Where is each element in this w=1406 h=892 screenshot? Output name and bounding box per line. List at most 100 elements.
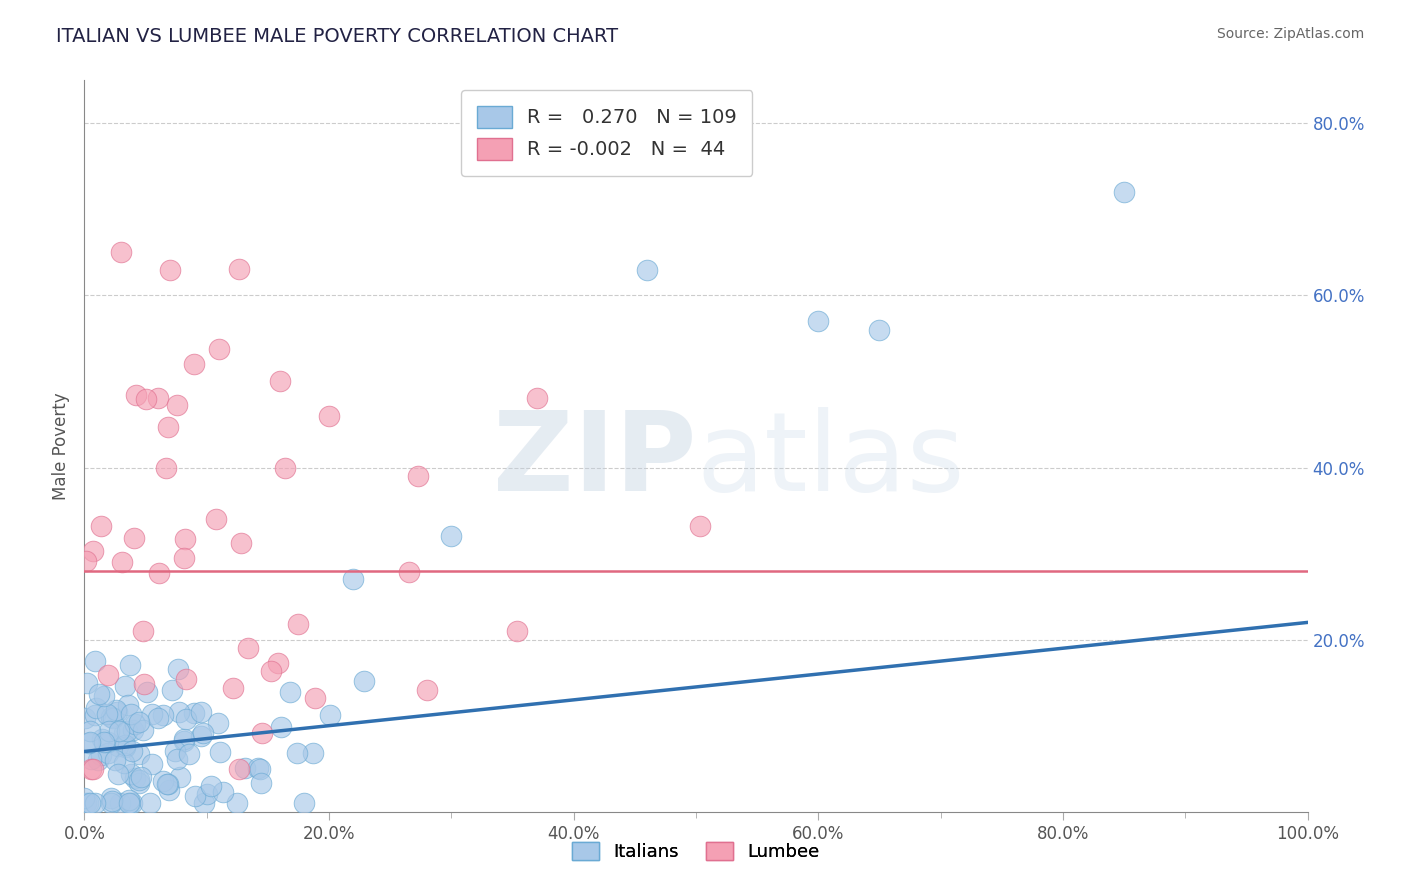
Lumbee	[148, 391, 170, 405]
Italians	[124, 716, 146, 731]
Italians	[114, 738, 136, 752]
Italians	[73, 790, 96, 805]
Text: ITALIAN VS LUMBEE MALE POVERTY CORRELATION CHART: ITALIAN VS LUMBEE MALE POVERTY CORRELATI…	[56, 27, 619, 45]
Lumbee	[110, 245, 132, 260]
Italians	[135, 685, 157, 699]
Lumbee	[125, 387, 148, 401]
Italians	[247, 761, 270, 775]
Italians	[208, 745, 231, 759]
Lumbee	[132, 624, 155, 638]
Lumbee	[526, 391, 548, 405]
Lumbee	[155, 461, 177, 475]
Italians	[112, 726, 135, 740]
Italians	[80, 752, 103, 766]
Italians	[160, 683, 183, 698]
Italians	[120, 707, 142, 722]
Italians	[200, 779, 222, 793]
Lumbee	[287, 617, 309, 632]
Italians	[114, 740, 136, 755]
Italians	[139, 796, 162, 810]
Lumbee	[269, 375, 291, 389]
Italians	[107, 739, 129, 753]
Italians	[112, 756, 135, 770]
Italians	[166, 752, 188, 766]
Italians	[1114, 185, 1136, 199]
Lumbee	[416, 683, 439, 698]
Italians	[84, 701, 107, 715]
Italians	[179, 747, 201, 761]
Y-axis label: Male Poverty: Male Poverty	[52, 392, 70, 500]
Italians	[184, 789, 207, 804]
Legend: Italians, Lumbee: Italians, Lumbee	[565, 835, 827, 869]
Italians	[79, 796, 101, 810]
Italians	[440, 529, 463, 543]
Italians	[207, 715, 229, 730]
Italians	[91, 732, 114, 747]
Lumbee	[97, 668, 120, 682]
Italians	[173, 733, 195, 747]
Lumbee	[205, 512, 228, 526]
Italians	[76, 676, 98, 690]
Italians	[124, 771, 146, 785]
Italians	[869, 323, 891, 337]
Lumbee	[166, 398, 188, 412]
Italians	[108, 796, 131, 810]
Italians	[141, 706, 163, 721]
Italians	[100, 796, 122, 810]
Italians	[84, 796, 107, 810]
Italians	[79, 736, 101, 750]
Italians	[105, 706, 128, 720]
Italians	[249, 762, 271, 776]
Italians	[128, 772, 150, 787]
Italians	[73, 710, 96, 724]
Italians	[233, 761, 256, 775]
Lumbee	[82, 544, 104, 558]
Italians	[93, 735, 115, 749]
Lumbee	[82, 762, 104, 776]
Italians	[249, 776, 271, 790]
Lumbee	[267, 656, 290, 670]
Italians	[195, 787, 218, 801]
Italians	[86, 753, 108, 767]
Lumbee	[111, 555, 134, 569]
Italians	[301, 746, 323, 760]
Italians	[190, 729, 212, 743]
Lumbee	[122, 532, 145, 546]
Italians	[122, 723, 145, 737]
Italians	[75, 796, 97, 810]
Italians	[93, 689, 115, 703]
Lumbee	[157, 420, 180, 434]
Lumbee	[236, 641, 259, 656]
Italians	[117, 698, 139, 713]
Italians	[156, 776, 179, 790]
Italians	[152, 774, 174, 789]
Italians	[128, 714, 150, 729]
Lumbee	[231, 536, 253, 550]
Italians	[169, 770, 191, 784]
Lumbee	[260, 665, 283, 679]
Italians	[129, 771, 152, 785]
Italians	[278, 685, 301, 699]
Italians	[173, 731, 195, 746]
Italians	[128, 776, 150, 790]
Italians	[107, 767, 129, 781]
Italians	[101, 711, 124, 725]
Text: ZIP: ZIP	[492, 407, 696, 514]
Italians	[157, 783, 180, 797]
Italians	[90, 747, 112, 762]
Italians	[105, 703, 128, 717]
Italians	[121, 744, 143, 758]
Italians	[807, 314, 830, 328]
Italians	[141, 756, 163, 771]
Italians	[118, 796, 141, 810]
Italians	[128, 747, 150, 761]
Italians	[174, 712, 197, 726]
Italians	[190, 706, 212, 720]
Lumbee	[80, 762, 103, 776]
Lumbee	[75, 554, 97, 568]
Italians	[156, 777, 179, 791]
Italians	[342, 573, 364, 587]
Lumbee	[173, 550, 195, 565]
Italians	[83, 707, 105, 722]
Italians	[211, 785, 233, 799]
